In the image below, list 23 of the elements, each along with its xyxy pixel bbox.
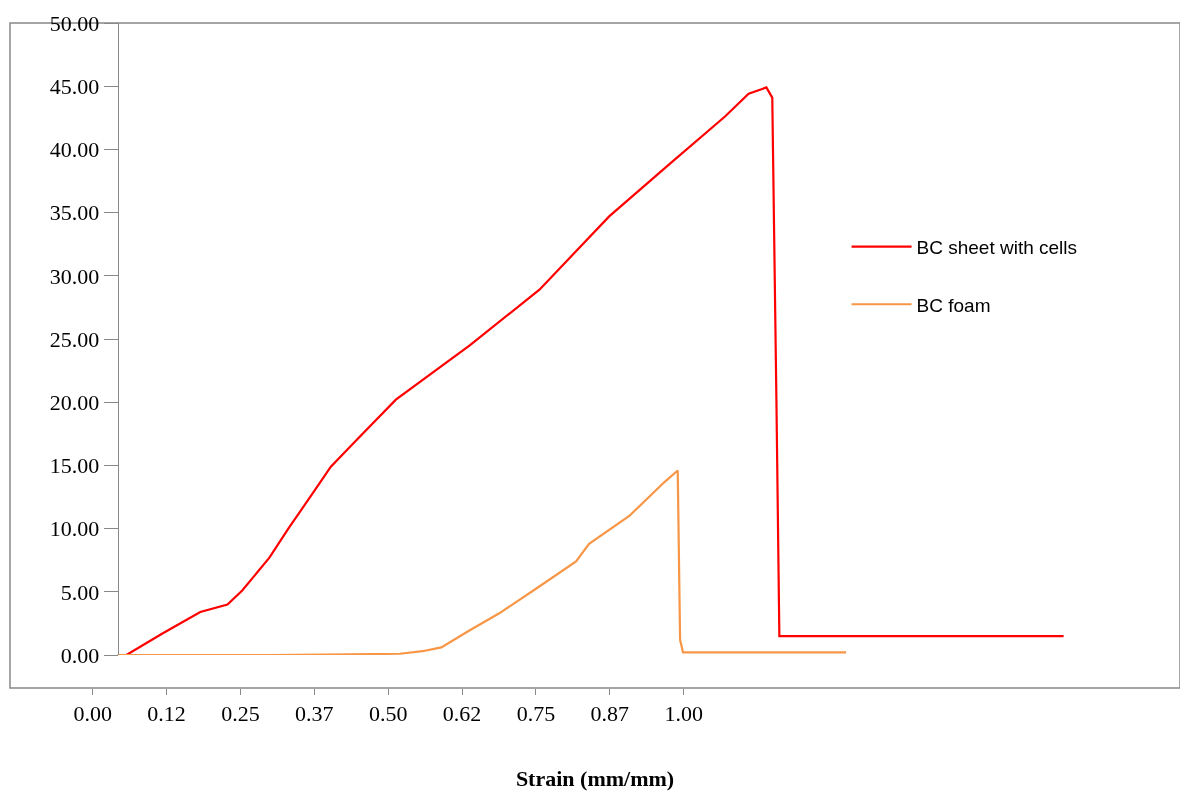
y-tick-label: 10.00 — [49, 516, 100, 542]
y-tick-label: 20.00 — [49, 389, 100, 415]
y-tick-label: 15.00 — [49, 453, 100, 479]
x-tick-label: 0.12 — [147, 701, 186, 727]
y-tick-label: 35.00 — [49, 200, 100, 226]
x-tick-label: 0.25 — [221, 701, 260, 727]
y-tick-label: 40.00 — [49, 137, 100, 163]
y-tick-label: 25.00 — [49, 326, 100, 352]
line-series — [116, 469, 848, 655]
legend-label: BC foam — [916, 294, 991, 316]
y-tick-label: 45.00 — [49, 73, 100, 99]
x-tick-label: 0.62 — [442, 701, 482, 727]
x-tick-label: 0.37 — [295, 701, 334, 727]
x-tick-label: 0.75 — [516, 701, 556, 727]
x-tick-label: 1.00 — [664, 701, 703, 727]
y-tick-label: 5.00 — [60, 579, 100, 605]
y-tick-label: 30.00 — [49, 263, 100, 289]
legend-label: BC sheet with cells — [916, 236, 1078, 258]
x-tick-label: 0.87 — [590, 701, 630, 727]
x-tick-label: 0.50 — [368, 701, 408, 727]
y-tick-label: 0.00 — [60, 642, 100, 668]
x-axis-title: Strain (mm/mm) — [515, 766, 675, 792]
y-tick-label: 50.00 — [49, 10, 100, 36]
